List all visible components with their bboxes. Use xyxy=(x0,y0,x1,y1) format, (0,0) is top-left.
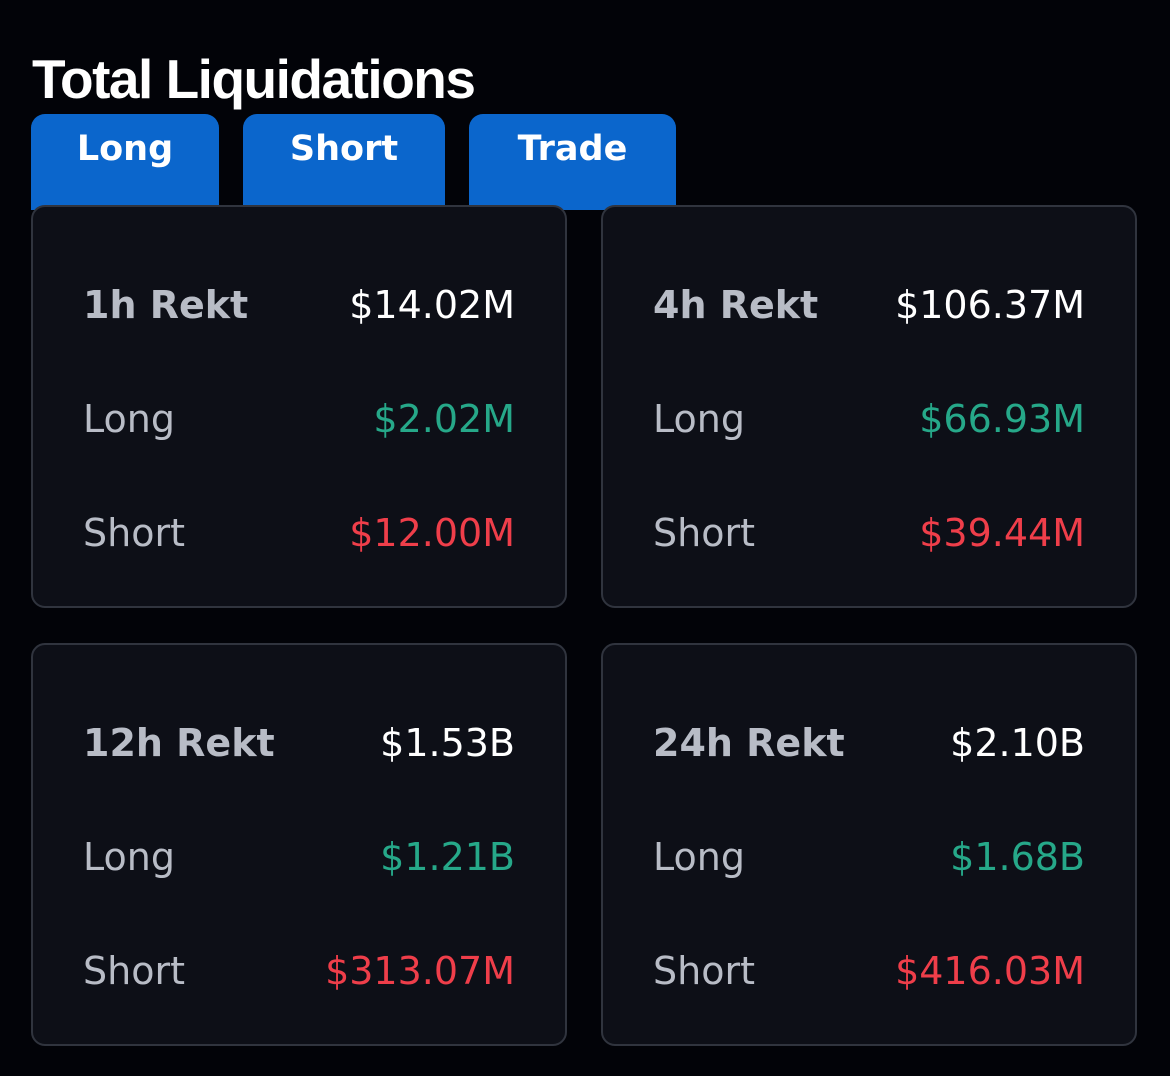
short-value: $416.03M xyxy=(895,949,1085,993)
total-row: 1h Rekt $14.02M xyxy=(83,275,515,335)
tab-long[interactable]: Long xyxy=(31,114,219,210)
long-label: Long xyxy=(653,397,745,441)
short-value: $313.07M xyxy=(325,949,515,993)
short-label: Short xyxy=(653,949,755,993)
tab-trade[interactable]: Trade xyxy=(469,114,676,210)
short-row: Short $313.07M xyxy=(83,941,515,1001)
long-label: Long xyxy=(83,397,175,441)
long-row: Long $1.21B xyxy=(83,827,515,887)
short-label: Short xyxy=(83,949,185,993)
long-label: Long xyxy=(83,835,175,879)
total-value: $14.02M xyxy=(349,283,515,327)
long-value: $1.21B xyxy=(380,835,515,879)
tab-short-label: Short xyxy=(289,129,399,169)
long-value: $66.93M xyxy=(919,397,1085,441)
card-4h: 4h Rekt $106.37M Long $66.93M Short $39.… xyxy=(601,205,1137,608)
long-value: $2.02M xyxy=(373,397,515,441)
long-row: Long $1.68B xyxy=(653,827,1085,887)
total-value: $1.53B xyxy=(380,721,515,765)
total-row: 12h Rekt $1.53B xyxy=(83,713,515,773)
period-label: 12h Rekt xyxy=(83,721,275,765)
total-value: $2.10B xyxy=(950,721,1085,765)
total-row: 4h Rekt $106.37M xyxy=(653,275,1085,335)
period-label: 4h Rekt xyxy=(653,283,819,327)
long-row: Long $66.93M xyxy=(653,389,1085,449)
card-24h: 24h Rekt $2.10B Long $1.68B Short $416.0… xyxy=(601,643,1137,1046)
short-row: Short $12.00M xyxy=(83,503,515,563)
card-12h: 12h Rekt $1.53B Long $1.21B Short $313.0… xyxy=(31,643,567,1046)
short-label: Short xyxy=(653,511,755,555)
long-value: $1.68B xyxy=(950,835,1085,879)
card-1h: 1h Rekt $14.02M Long $2.02M Short $12.00… xyxy=(31,205,567,608)
total-row: 24h Rekt $2.10B xyxy=(653,713,1085,773)
short-value: $12.00M xyxy=(349,511,515,555)
short-label: Short xyxy=(83,511,185,555)
tab-trade-label: Trade xyxy=(517,129,628,169)
long-row: Long $2.02M xyxy=(83,389,515,449)
short-row: Short $416.03M xyxy=(653,941,1085,1001)
period-label: 1h Rekt xyxy=(83,283,249,327)
long-label: Long xyxy=(653,835,745,879)
tab-long-label: Long xyxy=(76,129,174,169)
period-label: 24h Rekt xyxy=(653,721,845,765)
short-value: $39.44M xyxy=(919,511,1085,555)
tab-short[interactable]: Short xyxy=(243,114,445,210)
total-value: $106.37M xyxy=(895,283,1085,327)
short-row: Short $39.44M xyxy=(653,503,1085,563)
page-title: Total Liquidations xyxy=(32,48,476,110)
